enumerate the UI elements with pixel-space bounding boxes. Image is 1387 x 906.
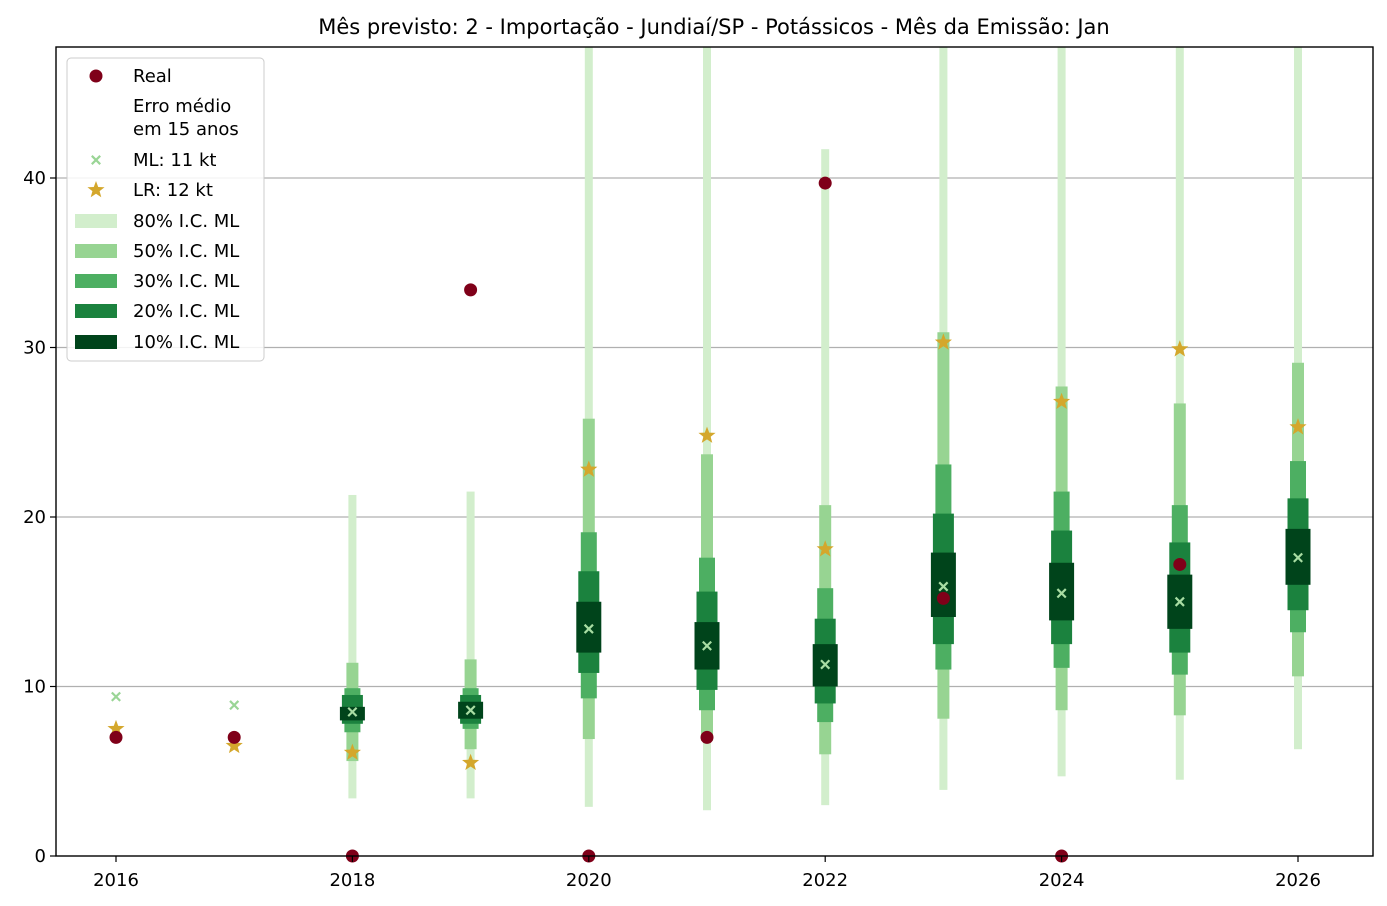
legend-label-lr: LR: 12 kt [133,180,213,201]
legend-label-ic50: 50% I.C. ML [133,241,239,262]
real-point-2019 [464,283,478,297]
ml-cross-stroke [1174,596,1185,607]
ml-cross-stroke [465,705,476,716]
interval-ic80-2022 [821,149,830,806]
legend-handle-ic10 [75,335,117,349]
real-point-2023 [936,591,950,605]
y-tick-label-0: 0 [35,846,46,867]
legend-label-erro-line-2: em 15 anos [133,119,239,140]
x-tick-label-2018: 2018 [329,870,375,891]
lr-point-2023 [934,333,952,350]
real-point-2021 [700,730,714,744]
lr-point-2021 [698,426,716,443]
real-point-2025 [1173,557,1187,571]
legend-handle-lr [87,181,105,198]
legend-label-ic10: 10% I.C. ML [133,332,239,353]
lr-point-2016 [107,719,125,737]
ml-point-2022 [820,659,831,670]
legend-handle-ic80 [75,214,117,228]
real-point-2016 [109,730,123,744]
ml-point-2025 [1174,596,1185,607]
legend-handle-ic20 [75,304,117,318]
y-tick-label-40: 40 [23,168,46,189]
lr-point-2020 [580,460,598,477]
ml-cross-stroke [938,581,949,592]
interval-ic10-2024 [1049,562,1075,621]
x-tick-label-2020: 2020 [566,870,612,891]
x-tick-label-2022: 2022 [802,870,848,891]
legend-handle-ic50 [75,244,117,258]
ml-point-2026 [1293,552,1303,563]
ml-point-2019 [465,705,476,716]
real-point-2017 [227,730,241,744]
y-tick-label-20: 20 [23,507,46,528]
interval-ic10-2020 [576,601,602,653]
real-point-2022 [818,176,832,190]
legend-label-ic80: 80% I.C. ML [133,211,239,232]
x-tick-label-2016: 2016 [93,870,139,891]
legend-label-ic20: 20% I.C. ML [133,301,239,322]
ml-cross-stroke [583,623,594,634]
legend-handle-ml [91,155,101,165]
ml-point-2020 [583,623,594,634]
lr-point-2025 [1171,340,1189,357]
ml-point-2024 [1056,588,1067,599]
y-tick-label-10: 10 [23,677,46,698]
ml-point-2023 [938,581,949,592]
interval-ic10-2023 [930,552,956,618]
ml-point-2016 [111,691,121,702]
legend-label-ic30: 30% I.C. ML [133,271,239,292]
ml-cross-stroke [702,640,712,651]
ml-point-2018 [347,706,358,717]
lr-point-2026 [1289,418,1307,435]
interval-ic80-2018 [348,494,357,799]
legend-handle-ic30 [75,274,117,288]
x-tick-label-2026: 2026 [1275,870,1321,891]
legend-label-erro-line-1: Erro médio [133,96,231,117]
ml-cross-stroke [1293,552,1303,563]
lr-point-2019 [462,753,480,771]
interval-ic80-2019 [466,491,475,799]
ml-point-2017 [229,700,240,711]
lr-point-2022 [816,540,834,557]
ml-cross-stroke [1056,588,1067,599]
ml-cross-stroke [820,659,831,670]
lr-point-2024 [1053,392,1071,410]
ml-point-2021 [702,640,712,651]
lr-point-2018 [343,743,361,760]
legend-handle-real [89,69,103,83]
ml-cross-stroke [91,155,101,165]
ml-cross-stroke [229,700,240,711]
chart-title: Mês previsto: 2 - Importação - Jundiaí/S… [318,15,1110,39]
plot-frame [55,46,1374,857]
axes: 0 10 20 30 40 2016 2018 2020 2022 2024 2026 [23,168,1321,891]
ml-cross-stroke [347,706,358,717]
ml-cross-stroke [111,691,121,702]
data-markers [107,176,1307,863]
x-tick-label-2024: 2024 [1039,870,1085,891]
lr-point-2017 [225,736,243,754]
legend-label-real: Real [133,66,172,87]
interval-bars [339,47,1311,811]
legend-label-ml: ML: 11 kt [133,150,216,171]
interval-ic10-2018 [339,706,365,721]
y-tick-label-30: 30 [23,338,46,359]
